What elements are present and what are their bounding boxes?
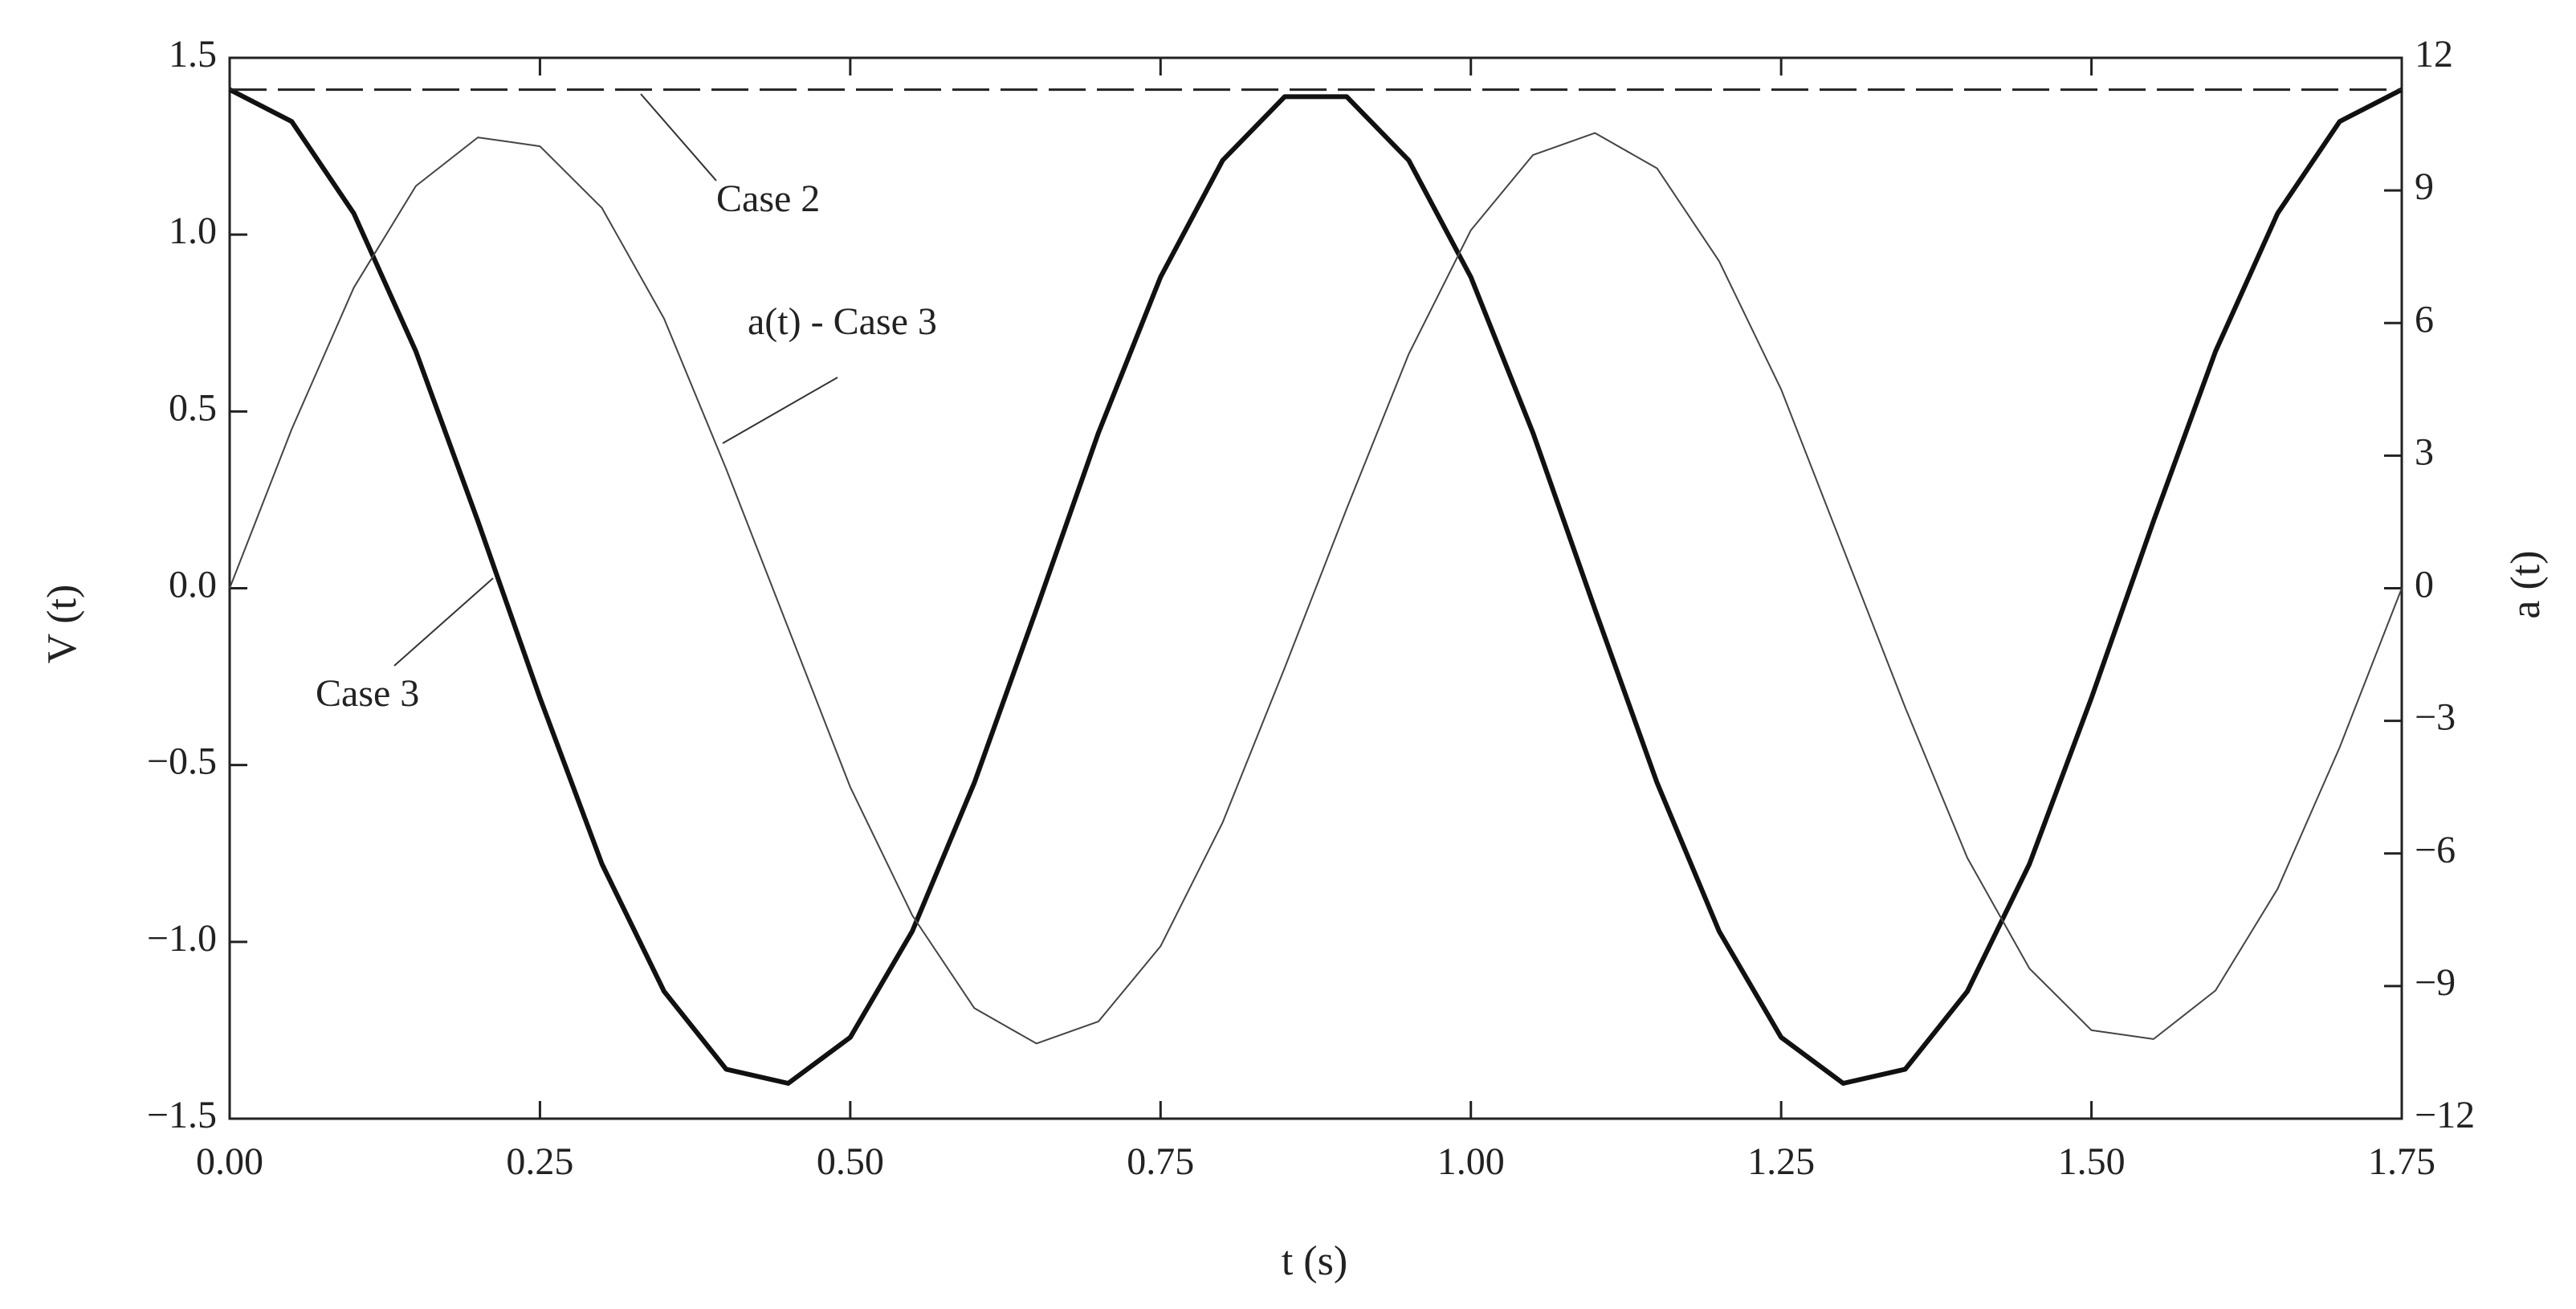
leader-line <box>722 377 838 444</box>
series-line <box>228 87 2403 1086</box>
y2-tick-label: 6 <box>2415 298 2434 341</box>
y2-tick-label: 3 <box>2415 430 2434 473</box>
x-tick-label: 0.25 <box>506 1140 573 1183</box>
y2-tick-label: 0 <box>2415 564 2434 606</box>
y2-tick-label: −9 <box>2415 961 2456 1004</box>
x-tick-label: 1.75 <box>2368 1140 2435 1183</box>
x-tick-label: 1.25 <box>1747 1140 1815 1183</box>
y2-tick-label: 12 <box>2415 33 2453 75</box>
x-axis-label: t (s) <box>1282 1238 1347 1284</box>
annotation: Case 2 <box>716 177 820 220</box>
y2-tick-label: −3 <box>2415 696 2456 739</box>
annotation: a(t) - Case 3 <box>748 300 937 343</box>
x-tick-label: 1.50 <box>2058 1140 2126 1183</box>
y-tick-label: 1.5 <box>169 33 217 75</box>
leader-line <box>640 93 717 181</box>
x-tick-label: 0.75 <box>1127 1140 1194 1183</box>
x-tick-label: 0.50 <box>817 1140 884 1183</box>
y-tick-label: −1.0 <box>147 917 217 960</box>
y-tick-label: −0.5 <box>147 740 217 783</box>
y-tick-label: 0.5 <box>169 386 217 429</box>
series-line <box>229 132 2403 1045</box>
y2-tick-label: −6 <box>2415 829 2456 871</box>
x-tick-label: 1.00 <box>1437 1140 1505 1183</box>
annotation: Case 3 <box>316 672 419 715</box>
y-tick-label: 0.0 <box>169 564 217 606</box>
y2-tick-label: 9 <box>2415 165 2434 208</box>
leader-line <box>393 577 494 667</box>
y2-tick-label: −12 <box>2415 1094 2475 1136</box>
y-axis-label: V (t) <box>39 585 85 664</box>
y-tick-label: −1.5 <box>147 1094 217 1136</box>
y-tick-label: 1.0 <box>169 210 217 252</box>
x-tick-label: 0.00 <box>196 1140 263 1183</box>
y2-axis-label: a (t) <box>2503 550 2549 618</box>
